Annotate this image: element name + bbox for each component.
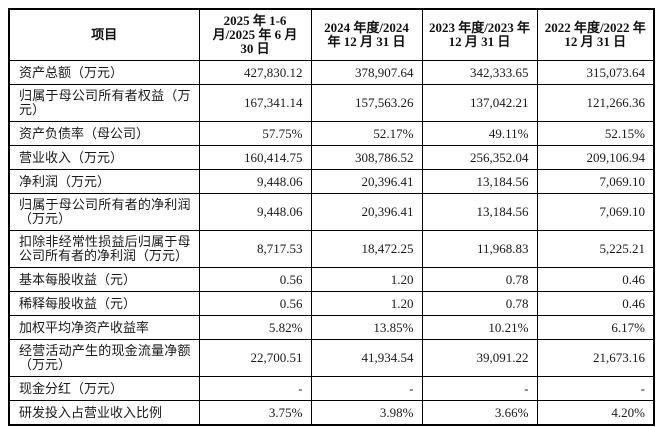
cell-value: 0.78	[421, 291, 538, 316]
table-row: 归属于母公司所有者的净利润（万元） 9,448.06 20,396.41 13,184…	[8, 193, 655, 231]
cell-value: -	[310, 376, 423, 401]
column-header-2024: 2024 年度/2024 年 12 月 31 日	[310, 8, 423, 61]
row-label: 资产总额（万元）	[8, 60, 200, 85]
cell-value: 137,042.21	[421, 84, 538, 122]
cell-value: 8,717.53	[198, 230, 312, 268]
cell-value: -	[421, 376, 538, 401]
financial-summary-table: 项目 2025 年 1-6 月/2025 年 6 月 30 日 2024 年度/…	[8, 8, 655, 426]
table-row: 净利润（万元） 9,448.06 20,396.41 13,184.56 7,069.1…	[8, 169, 655, 194]
cell-value: 21,673.16	[536, 339, 655, 377]
table-row: 研发投入占营业收入比例 3.75% 3.98% 3.66% 4.20%	[8, 400, 655, 426]
cell-value: 57.75%	[198, 121, 312, 146]
cell-value: 0.46	[536, 267, 655, 292]
row-label: 营业收入（万元）	[8, 145, 200, 170]
cell-value: 10.21%	[421, 315, 538, 340]
table-row: 资产负债率（母公司） 57.75% 52.17% 49.11% 52.15%	[8, 121, 655, 146]
cell-value: 41,934.54	[310, 339, 423, 377]
cell-value: 1.20	[310, 267, 423, 292]
table-row: 归属于母公司所有者权益（万元） 167,341.14 157,563.26 137,0…	[8, 84, 655, 122]
table-row: 扣除非经常性损益后归属于母公司所有者的净利润（万元） 8,717.53 18,472…	[8, 230, 655, 268]
cell-value: 7,069.10	[536, 169, 655, 194]
header-row: 项目 2025 年 1-6 月/2025 年 6 月 30 日 2024 年度/…	[8, 8, 655, 61]
cell-value: -	[536, 376, 655, 401]
cell-value: 157,563.26	[310, 84, 423, 122]
table-row: 稀释每股收益（元） 0.56 1.20 0.78 0.46	[8, 291, 655, 316]
cell-value: 378,907.64	[310, 60, 423, 85]
cell-value: 0.46	[536, 291, 655, 316]
cell-value: 5,225.21	[536, 230, 655, 268]
table-row: 经营活动产生的现金流量净额（万元） 22,700.51 41,934.54 39,09…	[8, 339, 655, 377]
row-label: 经营活动产生的现金流量净额（万元）	[8, 339, 200, 377]
cell-value: 20,396.41	[310, 169, 423, 194]
cell-value: 5.82%	[198, 315, 312, 340]
cell-value: 0.78	[421, 267, 538, 292]
cell-value: 3.66%	[421, 400, 538, 426]
table-row: 营业收入（万元） 160,414.75 308,786.52 256,352.04 20…	[8, 145, 655, 170]
cell-value: 3.98%	[310, 400, 423, 426]
cell-value: 167,341.14	[198, 84, 312, 122]
cell-value: 0.56	[198, 267, 312, 292]
row-label: 现金分红（万元）	[8, 376, 200, 401]
cell-value: 18,472.25	[310, 230, 423, 268]
cell-value: 209,106.94	[536, 145, 655, 170]
cell-value: 315,073.64	[536, 60, 655, 85]
cell-value: 13,184.56	[421, 193, 538, 231]
cell-value: 7,069.10	[536, 193, 655, 231]
cell-value: 13.85%	[310, 315, 423, 340]
cell-value: 39,091.22	[421, 339, 538, 377]
cell-value: 160,414.75	[198, 145, 312, 170]
cell-value: 9,448.06	[198, 193, 312, 231]
cell-value: 342,333.65	[421, 60, 538, 85]
cell-value: 20,396.41	[310, 193, 423, 231]
row-label: 研发投入占营业收入比例	[8, 400, 200, 426]
cell-value: 6.17%	[536, 315, 655, 340]
cell-value: 13,184.56	[421, 169, 538, 194]
cell-value: 11,968.83	[421, 230, 538, 268]
row-label: 基本每股收益（元）	[8, 267, 200, 292]
row-label: 归属于母公司所有者权益（万元）	[8, 84, 200, 122]
cell-value: 1.20	[310, 291, 423, 316]
cell-value: 0.56	[198, 291, 312, 316]
cell-value: 49.11%	[421, 121, 538, 146]
cell-value: 427,830.12	[198, 60, 312, 85]
table-row: 基本每股收益（元） 0.56 1.20 0.78 0.46	[8, 267, 655, 292]
column-header-2025h1: 2025 年 1-6 月/2025 年 6 月 30 日	[198, 8, 312, 61]
column-header-2022: 2022 年度/2022 年 12 月 31 日	[536, 8, 655, 61]
cell-value: 52.15%	[536, 121, 655, 146]
cell-value: 121,266.36	[536, 84, 655, 122]
row-label: 加权平均净资产收益率	[8, 315, 200, 340]
cell-value: 256,352.04	[421, 145, 538, 170]
cell-value: 308,786.52	[310, 145, 423, 170]
row-label: 归属于母公司所有者的净利润（万元）	[8, 193, 200, 231]
table-row: 加权平均净资产收益率 5.82% 13.85% 10.21% 6.17%	[8, 315, 655, 340]
cell-value: 22,700.51	[198, 339, 312, 377]
row-label: 稀释每股收益（元）	[8, 291, 200, 316]
table-row: 现金分红（万元） - - - -	[8, 376, 655, 401]
column-header-2023: 2023 年度/2023 年 12 月 31 日	[421, 8, 538, 61]
column-header-item: 项目	[8, 8, 200, 61]
cell-value: 9,448.06	[198, 169, 312, 194]
cell-value: 4.20%	[536, 400, 655, 426]
row-label: 扣除非经常性损益后归属于母公司所有者的净利润（万元）	[8, 230, 200, 268]
row-label: 净利润（万元）	[8, 169, 200, 194]
cell-value: 3.75%	[198, 400, 312, 426]
cell-value: 52.17%	[310, 121, 423, 146]
row-label: 资产负债率（母公司）	[8, 121, 200, 146]
cell-value: -	[198, 376, 312, 401]
table-row: 资产总额（万元） 427,830.12 378,907.64 342,333.65 31…	[8, 60, 655, 85]
